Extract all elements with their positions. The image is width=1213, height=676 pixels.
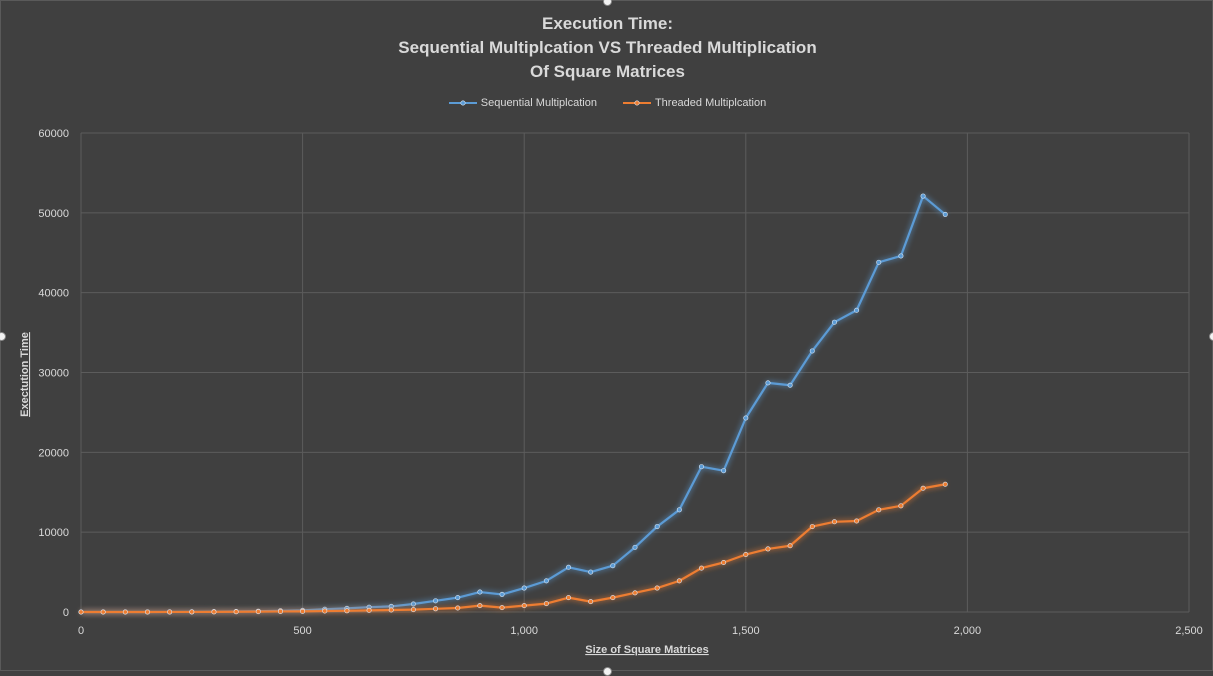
data-point (433, 606, 439, 612)
data-point (676, 507, 682, 513)
x-tick-label: 1,500 (732, 625, 760, 637)
data-point (255, 609, 261, 615)
legend-swatch (622, 100, 651, 106)
chart-title-line-2: Sequential Multiplcation VS Threaded Mul… (398, 38, 817, 57)
data-point (543, 601, 549, 607)
data-point (787, 543, 793, 549)
data-point (211, 609, 217, 615)
legend-entry-1: Threaded Multiplcation (622, 97, 767, 109)
x-tick-label: 500 (293, 625, 311, 637)
data-point (898, 253, 904, 259)
data-point (920, 485, 926, 491)
data-point (654, 524, 660, 530)
data-point (743, 552, 749, 558)
y-tick-label: 40000 (38, 288, 69, 300)
y-tick-label: 20000 (38, 447, 69, 459)
y-tick-label: 10000 (38, 527, 69, 539)
data-point (898, 503, 904, 509)
x-tick-label: 0 (78, 625, 84, 637)
chart-title-line-3: Of Square Matrices (530, 62, 685, 81)
x-tick-label: 2,000 (954, 625, 982, 637)
data-point (455, 605, 461, 611)
data-point (809, 524, 815, 530)
data-point (189, 609, 195, 615)
data-point (854, 307, 860, 313)
data-point (477, 603, 483, 609)
series-line-1 (81, 483, 946, 614)
data-point (876, 507, 882, 513)
data-point (743, 415, 749, 421)
x-axis-title: Size of Square Matrices (585, 644, 709, 656)
data-point (676, 578, 682, 584)
data-point (455, 595, 461, 601)
data-point (499, 591, 505, 597)
data-point (410, 601, 416, 607)
data-point (588, 599, 594, 605)
data-point (787, 382, 793, 388)
x-tick-label: 2,500 (1175, 625, 1203, 637)
data-point (410, 607, 416, 613)
data-point (765, 380, 771, 386)
data-point (942, 481, 948, 487)
y-tick-label: 0 (63, 607, 69, 619)
data-point (233, 609, 239, 615)
data-point (831, 519, 837, 525)
legend-label: Threaded Multiplcation (654, 97, 767, 109)
data-point (344, 608, 350, 614)
data-point (521, 603, 527, 609)
y-axis-title: Exectution Time (19, 332, 31, 417)
data-point (698, 464, 704, 470)
chart-title-line-1: Execution Time: (542, 14, 673, 33)
data-point (167, 609, 173, 615)
data-point (300, 608, 306, 614)
data-point (122, 609, 128, 615)
data-point (654, 585, 660, 591)
data-point (632, 544, 638, 550)
data-point (566, 595, 572, 601)
legend: Sequential Multiplcation Threaded Multipl… (1, 97, 1213, 109)
series-line-0 (81, 194, 946, 614)
resize-handle-bottom[interactable] (603, 667, 612, 676)
data-point (322, 608, 328, 614)
data-point (610, 595, 616, 601)
resize-handle-right[interactable] (1209, 332, 1213, 341)
data-point (388, 607, 394, 613)
data-point (632, 590, 638, 596)
data-point (721, 560, 727, 566)
data-point (543, 578, 549, 584)
data-point (277, 608, 283, 614)
data-point (610, 563, 616, 569)
resize-handle-top[interactable] (603, 0, 612, 6)
data-point (854, 518, 860, 524)
legend-label: Sequential Multiplcation (480, 97, 597, 109)
x-tick-label: 1,000 (510, 625, 538, 637)
data-point (366, 607, 372, 613)
data-point (809, 348, 815, 354)
legend-entry-0: Sequential Multiplcation (448, 97, 597, 109)
y-tick-label: 50000 (38, 208, 69, 220)
data-point (78, 609, 84, 615)
data-point (588, 569, 594, 575)
data-point (499, 605, 505, 611)
data-point (765, 546, 771, 552)
data-point (920, 193, 926, 199)
data-point (721, 468, 727, 474)
data-point (521, 585, 527, 591)
legend-swatch (448, 100, 477, 106)
data-point (942, 211, 948, 217)
data-point (433, 598, 439, 604)
data-point (698, 565, 704, 571)
data-point (566, 564, 572, 570)
y-tick-label: 30000 (38, 368, 69, 380)
data-point (876, 259, 882, 265)
data-point (144, 609, 150, 615)
data-point (477, 589, 483, 595)
y-tick-label: 60000 (38, 128, 69, 140)
data-point (831, 319, 837, 325)
resize-handle-left[interactable] (0, 332, 6, 341)
data-point (100, 609, 106, 615)
